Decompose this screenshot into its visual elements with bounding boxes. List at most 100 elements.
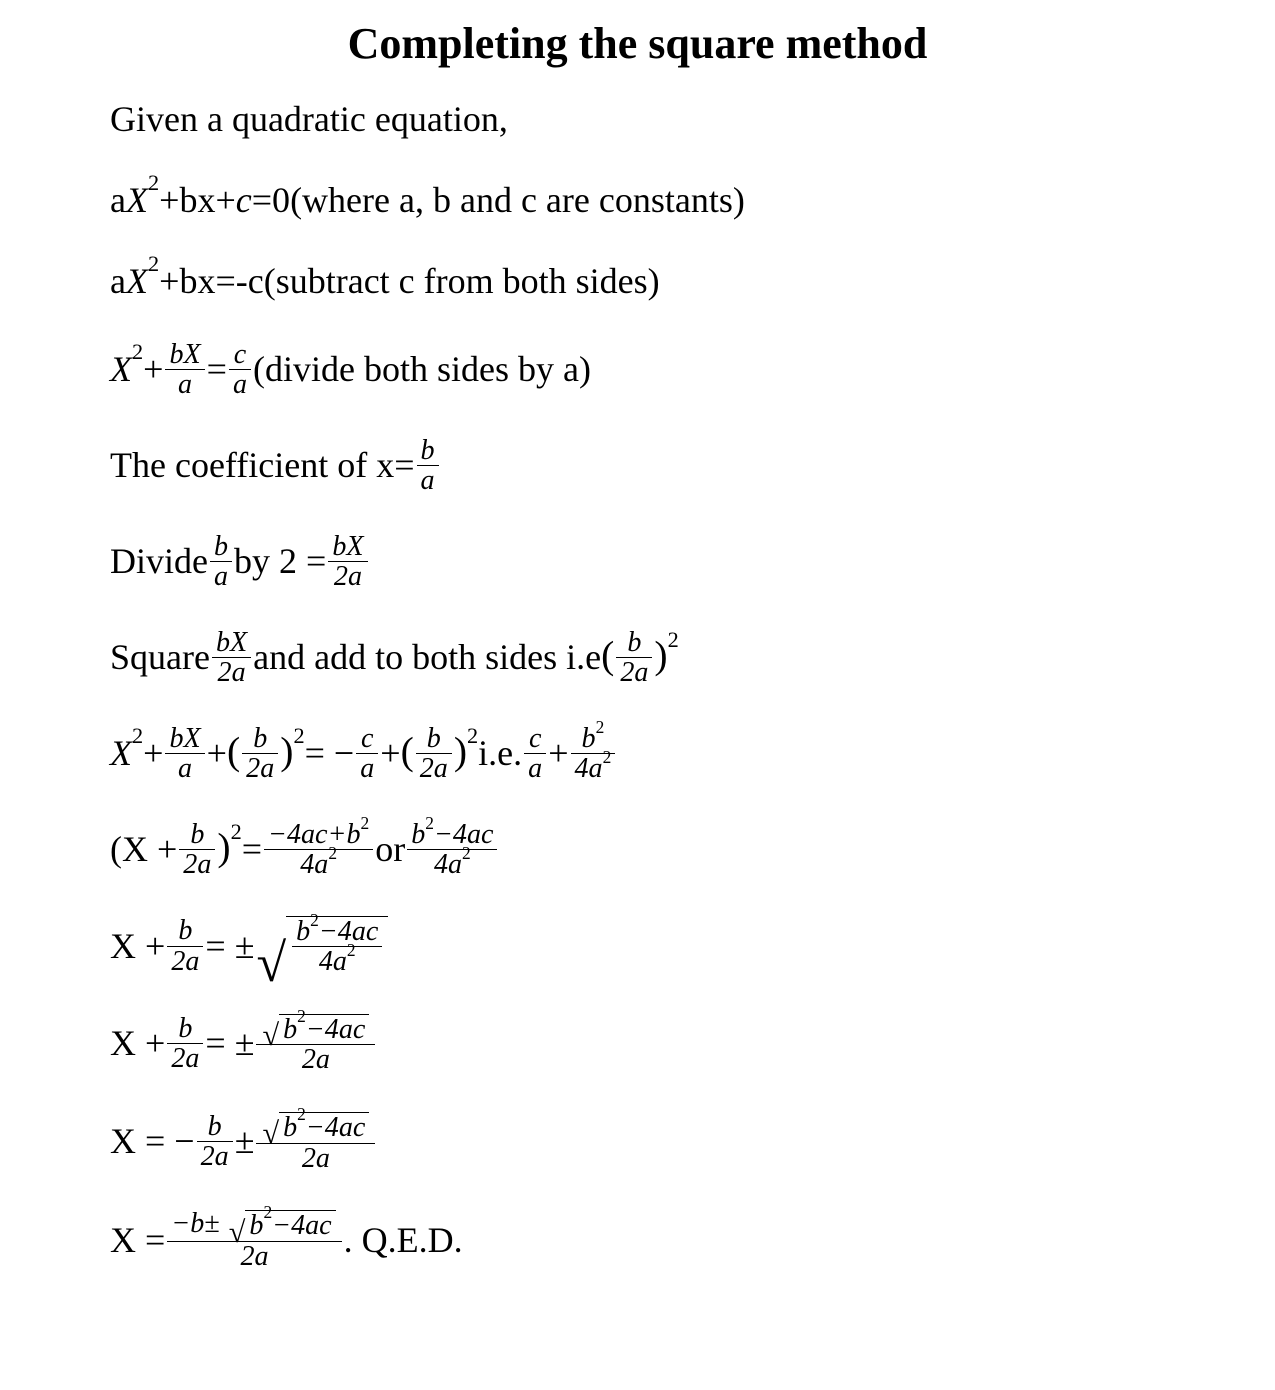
paren-close: ) (454, 727, 467, 776)
superscript: 2 (603, 747, 612, 767)
radicand: b2−4ac 4a2 (286, 916, 388, 977)
numerator: b (417, 436, 439, 466)
fraction: c a (524, 724, 546, 784)
text: + (548, 731, 568, 776)
radical-icon: √ (262, 1124, 279, 1142)
denominator: 2a (416, 754, 452, 783)
text: X + (110, 1021, 165, 1066)
square-root: √ b2−4ac (262, 1014, 369, 1044)
fraction: c a (229, 340, 251, 400)
superscript: 2 (328, 843, 337, 863)
denominator: 2a (167, 1242, 341, 1271)
denominator: 4a2 (407, 850, 497, 879)
var-X: X (110, 731, 132, 776)
text: bx (179, 178, 215, 223)
numerator: b2−4ac (407, 820, 497, 850)
text: = (242, 827, 262, 872)
radical-icon: √ (256, 947, 286, 979)
text: b (582, 723, 596, 754)
denominator: a (417, 466, 439, 495)
radicand: b2−4ac (279, 1014, 369, 1044)
paren-close: ) (654, 631, 667, 680)
text: = − (305, 731, 355, 776)
text: −b± (171, 1208, 219, 1239)
var-c: c (236, 178, 252, 223)
text: −4ac (272, 1211, 332, 1240)
paren-open: ( (401, 727, 414, 776)
text: + (159, 259, 179, 304)
fraction: b 2a (167, 916, 203, 976)
superscript: 2 (132, 722, 143, 750)
numerator: bX (165, 724, 204, 754)
eq-line-5: Divide b a by 2 = bX 2a (110, 532, 1165, 592)
denominator: 2a (167, 947, 203, 976)
fraction: √ b2−4ac 2a (256, 1111, 375, 1173)
fraction: bX 2a (212, 628, 251, 688)
eq-line-12: X = −b± √ b2−4ac 2a . Q.E.D. (110, 1209, 1165, 1271)
fraction: b2−4ac 4a2 (292, 917, 382, 977)
text: =0 (252, 178, 290, 223)
text: + (143, 347, 163, 392)
numerator: b (210, 532, 232, 562)
text: bx (179, 259, 215, 304)
denominator: 4a2 (571, 754, 616, 783)
text: b (296, 916, 310, 947)
numerator: −4ac+b2 (264, 820, 373, 850)
text: X = − (110, 1119, 195, 1164)
fraction: −b± √ b2−4ac 2a (167, 1209, 341, 1271)
text: −4ac (306, 1015, 366, 1044)
text: 4a (319, 946, 347, 977)
text: ± (235, 1119, 255, 1164)
text: b (283, 1015, 297, 1044)
denominator: 2a (197, 1142, 233, 1171)
superscript: 2 (467, 722, 478, 750)
denominator: 4a2 (264, 850, 373, 879)
radicand: b2−4ac (279, 1112, 369, 1142)
fraction: √ b2−4ac 2a (256, 1013, 375, 1075)
text: X + (110, 924, 165, 969)
fraction: b a (210, 532, 232, 592)
text: −4ac+b (268, 819, 360, 850)
superscript: 2 (462, 843, 471, 863)
numerator: c (524, 724, 546, 754)
numerator: b (197, 1112, 233, 1142)
var-X: X (126, 259, 148, 304)
denominator: 2a (616, 658, 652, 687)
numerator: bX (165, 340, 204, 370)
eq-line-3: X 2 + bX a = c a (divide both sides by a… (110, 340, 1165, 400)
var-X: X (110, 347, 132, 392)
text: b (283, 1113, 297, 1142)
fraction: b2 4a2 (571, 724, 616, 784)
text: or (375, 827, 405, 872)
superscript: 2 (596, 717, 605, 737)
superscript: 2 (263, 1203, 272, 1221)
superscript: 2 (293, 722, 304, 750)
numerator: b (167, 916, 203, 946)
fraction: b 2a (197, 1112, 233, 1172)
numerator: √ b2−4ac (256, 1013, 375, 1046)
paren-open: ( (227, 727, 240, 776)
superscript: 2 (297, 1105, 306, 1123)
text: −4ac (306, 1113, 366, 1142)
eq-line-8: (X + b 2a ) 2 = −4ac+b2 4a2 or b2−4ac (110, 820, 1165, 880)
text: X = (110, 1218, 165, 1263)
superscript: 2 (297, 1007, 306, 1025)
radicand: b2−4ac (245, 1210, 335, 1240)
radical-icon: √ (229, 1223, 246, 1241)
fraction: b 2a (416, 724, 452, 784)
fraction: bX a (165, 340, 204, 400)
numerator: c (356, 724, 378, 754)
superscript: 2 (148, 169, 159, 197)
superscript: 2 (425, 813, 434, 833)
text: i.e. (478, 731, 522, 776)
text: = (215, 259, 235, 304)
text: Square (110, 635, 210, 680)
numerator: b (242, 724, 278, 754)
superscript: 2 (148, 250, 159, 278)
text: = (207, 347, 227, 392)
eq-line-1: a X 2 + bx + c =0 (where a, b and c are … (110, 178, 1165, 223)
eq-line-2: a X 2 + bx = -c (subtract c from both si… (110, 259, 1165, 304)
denominator: a (356, 754, 378, 783)
text: + (207, 731, 227, 776)
numerator: b (616, 628, 652, 658)
